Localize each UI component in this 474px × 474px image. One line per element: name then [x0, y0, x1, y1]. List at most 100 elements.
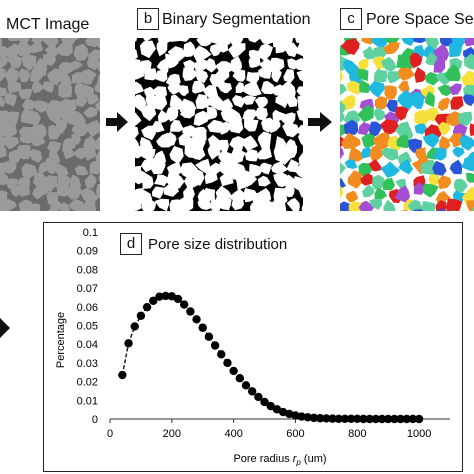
binary-grain — [152, 186, 164, 199]
y-tick-label: 0.04 — [77, 339, 98, 351]
binary-grain — [271, 160, 289, 175]
sand-grain — [62, 147, 76, 160]
data-point — [192, 315, 201, 324]
binary-grain — [246, 71, 260, 85]
binary-grain — [283, 174, 297, 191]
x-tick-label: 400 — [224, 428, 242, 440]
sand-grain — [87, 92, 99, 105]
pore-region — [446, 111, 462, 127]
binary-grain — [195, 94, 210, 109]
binary-grain — [217, 40, 228, 53]
pore-region — [460, 70, 474, 89]
sand-grain — [47, 68, 64, 86]
data-point — [161, 291, 170, 301]
sand-grain — [74, 94, 88, 107]
pore-region — [380, 119, 401, 135]
binary-grain — [207, 143, 221, 160]
sand-grain — [55, 119, 68, 134]
x-tick-label: 1000 — [407, 428, 431, 440]
binary-grain — [286, 93, 298, 108]
pore-region — [444, 64, 461, 82]
binary-grain — [178, 85, 189, 96]
x-axis-label: Pore radius rp (um) — [233, 453, 326, 467]
binary-grain — [282, 184, 295, 198]
binary-segmentation-panel — [123, 23, 315, 234]
binary-grain — [166, 131, 177, 146]
pore-region — [374, 187, 387, 201]
binary-grain — [252, 187, 272, 208]
sand-grain — [89, 160, 103, 175]
binary-grain — [139, 40, 156, 59]
pore-region — [397, 89, 415, 110]
binary-grain — [215, 66, 230, 82]
pore-region — [437, 121, 451, 136]
binary-grain — [154, 198, 169, 212]
data-point — [217, 350, 226, 359]
pore-region — [380, 147, 399, 161]
pore-region — [463, 53, 474, 70]
data-point — [260, 397, 269, 407]
binary-grain — [191, 145, 206, 160]
binary-grain — [259, 162, 272, 175]
binary-grain — [231, 197, 244, 211]
sand-grain — [28, 148, 43, 163]
pore-region — [414, 109, 431, 126]
data-point — [346, 414, 356, 424]
sand-grain — [1, 158, 17, 174]
pore-region — [450, 96, 464, 110]
binary-grain — [275, 42, 289, 54]
y-tick-label: 0.08 — [77, 264, 98, 276]
sand-grain — [4, 198, 18, 209]
pore-region — [359, 79, 371, 93]
y-tick-label: 0.1 — [83, 227, 98, 239]
pore-region — [459, 134, 474, 151]
binary-grain — [191, 133, 206, 150]
binary-grain — [257, 175, 271, 187]
chart-title: Pore size distribution — [148, 236, 288, 253]
data-point — [173, 294, 183, 304]
binary-grain — [217, 81, 232, 94]
pore-region — [454, 178, 468, 193]
pore-region — [358, 58, 369, 72]
data-point — [383, 414, 393, 424]
binary-grain — [257, 68, 272, 79]
pore-region — [428, 174, 439, 187]
pore-region — [361, 184, 375, 198]
binary-grain — [284, 42, 298, 58]
data-point — [241, 381, 251, 390]
sand-grain — [31, 185, 49, 200]
sand-grain — [0, 56, 10, 69]
pore-space-segmentation-image — [327, 28, 474, 232]
sand-grain — [79, 69, 97, 85]
sand-grain — [0, 95, 6, 108]
sand-grain — [7, 55, 22, 69]
sand-grain — [21, 162, 38, 179]
binary-grain — [228, 188, 248, 202]
binary-grain — [215, 196, 232, 211]
arrow-right-icon — [0, 318, 10, 338]
pore-region — [361, 133, 377, 148]
binary-grain — [192, 45, 212, 62]
pore-region — [422, 183, 439, 198]
pore-region — [395, 106, 410, 121]
sand-grain — [21, 54, 37, 71]
pore-region — [452, 146, 465, 158]
data-point — [371, 414, 381, 424]
pore-region — [362, 45, 377, 60]
pore-region — [345, 190, 359, 203]
data-point — [390, 414, 399, 424]
pore-region — [373, 46, 388, 59]
sand-grain — [84, 120, 102, 138]
binary-grain — [157, 109, 169, 124]
binary-segmentation-title: Binary Segmentation — [162, 11, 311, 28]
binary-grain — [170, 119, 184, 132]
binary-grain — [154, 174, 169, 187]
data-point — [328, 414, 337, 423]
binary-grain — [244, 118, 259, 132]
sand-grain — [0, 35, 3, 47]
data-point — [353, 414, 362, 424]
pore-region — [384, 85, 397, 101]
pore-region — [387, 71, 401, 84]
binary-grain — [232, 68, 246, 82]
pore-size-distribution-panel — [43, 222, 463, 472]
